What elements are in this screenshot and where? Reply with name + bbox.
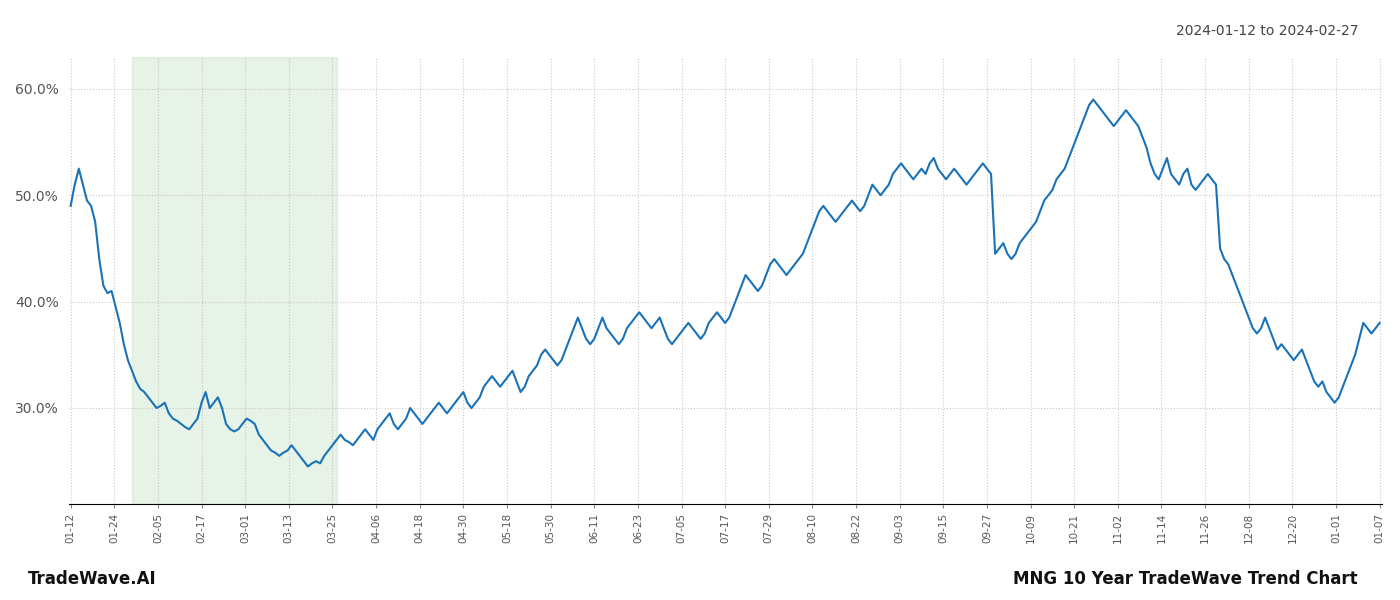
Text: TradeWave.AI: TradeWave.AI — [28, 570, 157, 588]
Text: 2024-01-12 to 2024-02-27: 2024-01-12 to 2024-02-27 — [1176, 24, 1358, 38]
Bar — [132, 57, 336, 504]
Text: MNG 10 Year TradeWave Trend Chart: MNG 10 Year TradeWave Trend Chart — [1014, 570, 1358, 588]
